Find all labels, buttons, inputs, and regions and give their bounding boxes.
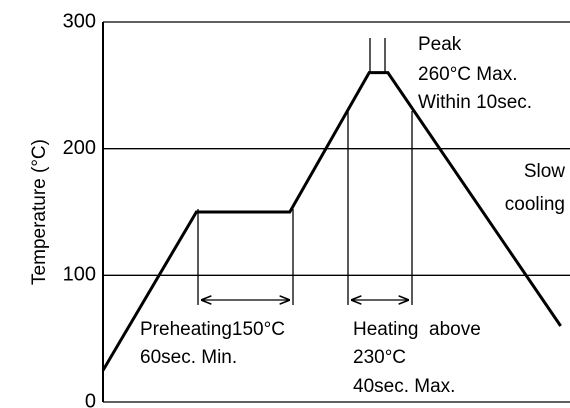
- annotation: 60sec. Min.: [140, 347, 237, 368]
- annotation: Within 10sec.: [418, 92, 532, 113]
- profile-line: [101, 71, 562, 372]
- y-tick-label: 0: [85, 390, 96, 408]
- annotation: Peak: [418, 34, 462, 55]
- annotation: Preheating150°C: [140, 319, 285, 340]
- y-tick-label: 200: [63, 137, 96, 159]
- y-tick-label: 100: [63, 264, 96, 286]
- y-axis-label: Temperature (°C): [29, 139, 50, 285]
- annotation: Heating above: [353, 319, 481, 340]
- annotation: 40sec. Max.: [353, 376, 455, 397]
- annotation-lines: [197, 38, 413, 305]
- y-tick-label: 300: [63, 10, 96, 32]
- annotation: 260°C Max.: [418, 64, 517, 85]
- annotation: cooling: [505, 194, 565, 215]
- annotation: Slow: [524, 161, 565, 182]
- annotation: 230°C: [353, 347, 406, 368]
